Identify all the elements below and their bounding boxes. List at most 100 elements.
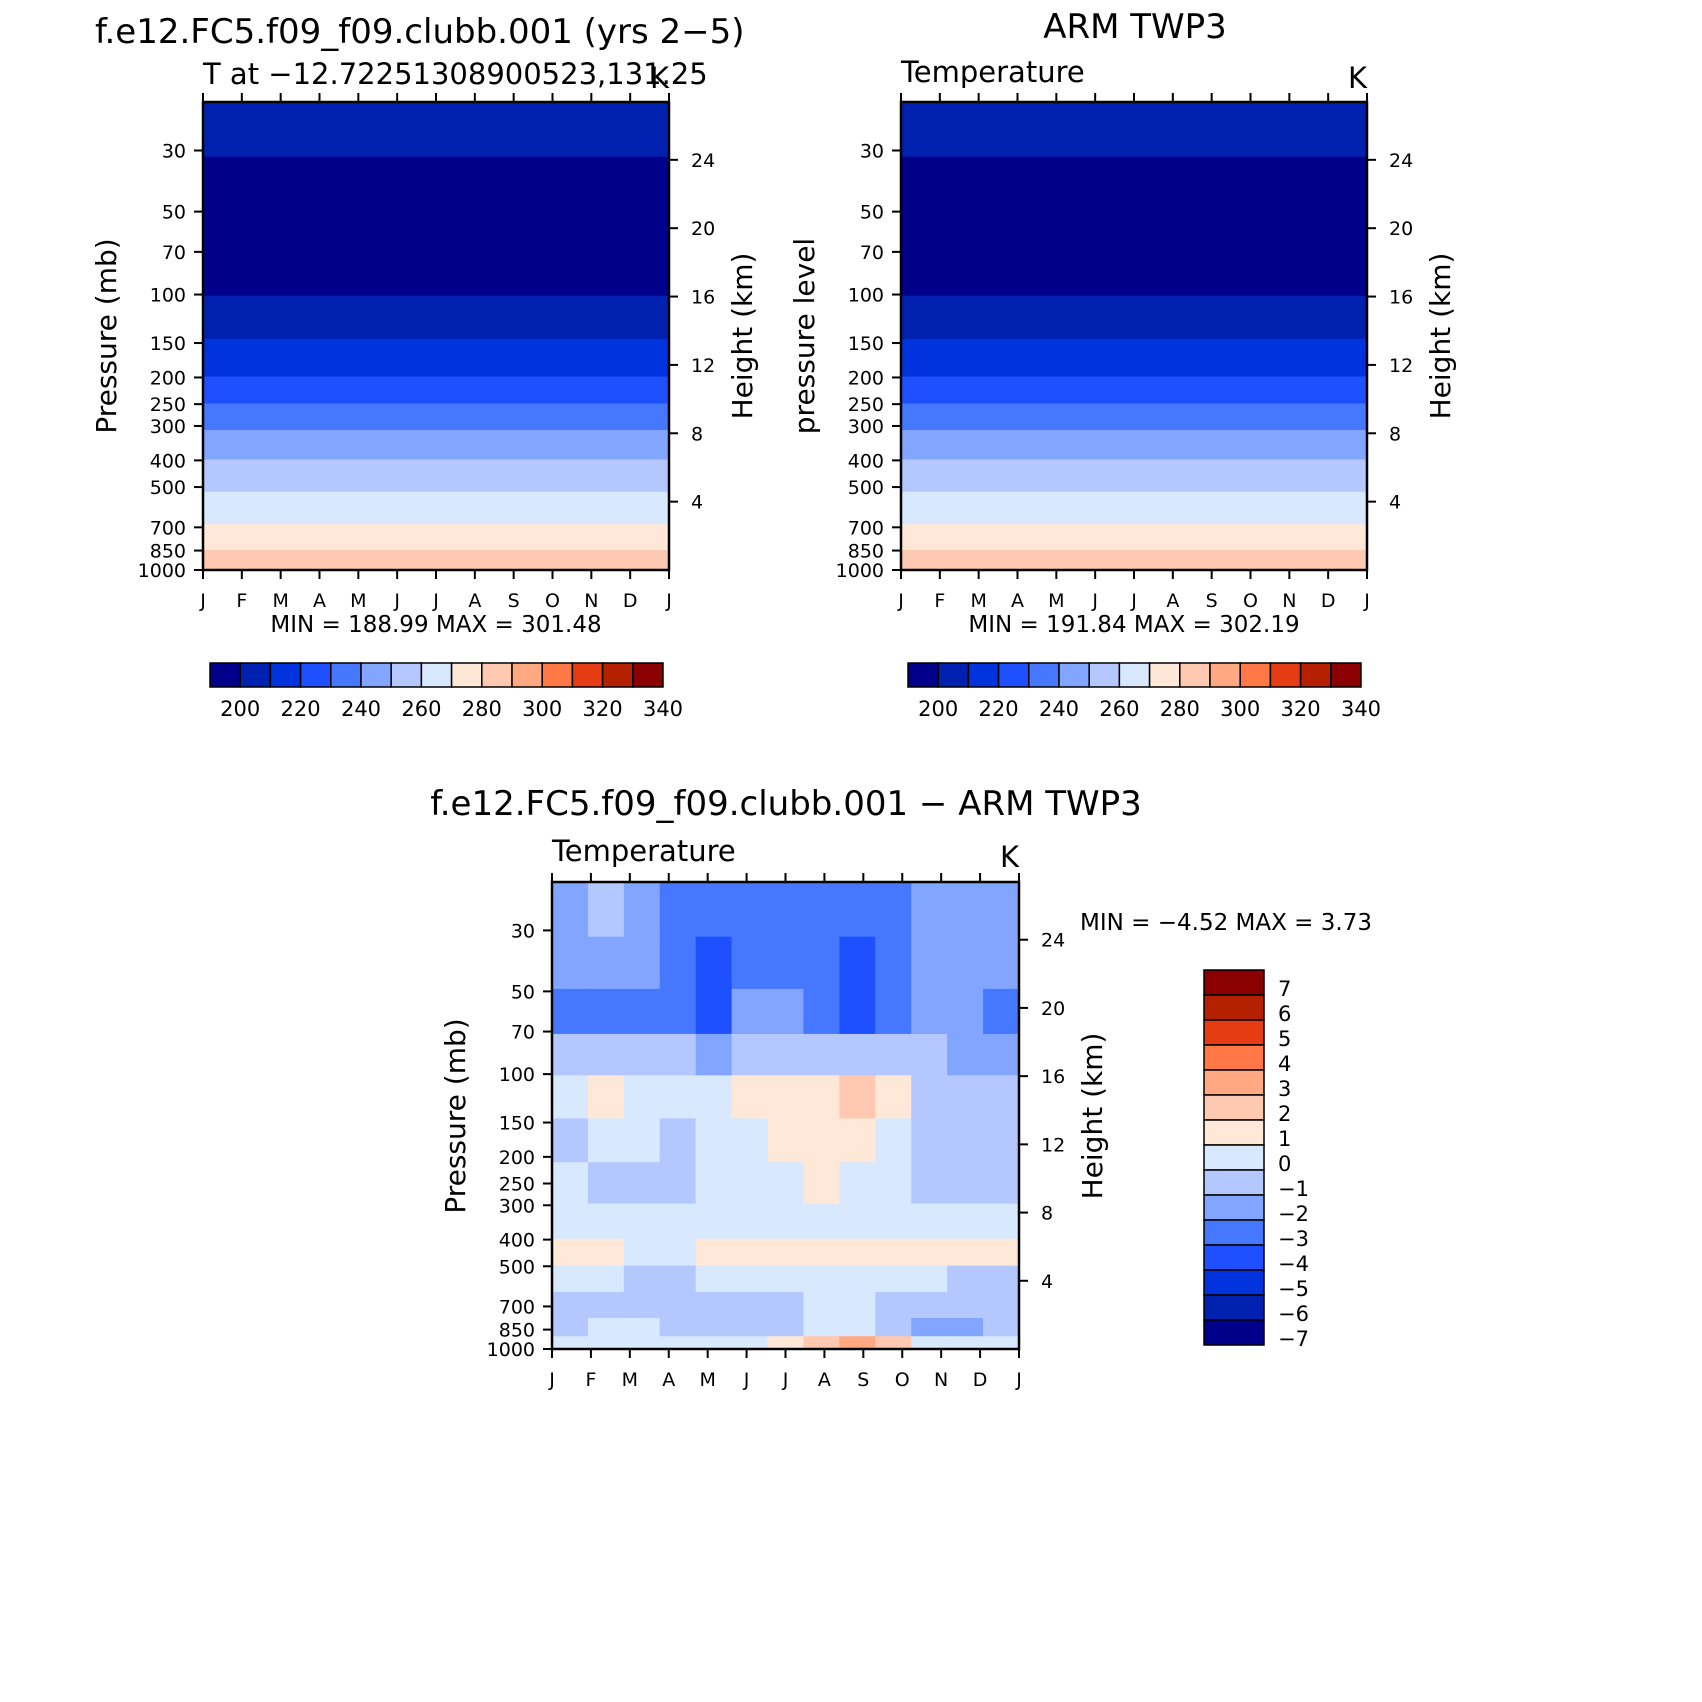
contour-cell: [983, 882, 1020, 938]
colorbar-swatch: [937, 662, 970, 688]
contour-cell: [911, 1075, 948, 1120]
contour-cell: [911, 988, 948, 1035]
contour-cell: [587, 1336, 625, 1350]
contour-cell: [731, 1238, 769, 1267]
contour-cell: [587, 1238, 625, 1267]
contour-band: [901, 295, 1367, 340]
y-tick-label: 400: [848, 450, 884, 472]
contour-cell: [803, 1075, 840, 1120]
contour-cell: [875, 1318, 912, 1337]
y-tick-label: 100: [848, 285, 884, 307]
contour-cell: [767, 1238, 805, 1267]
panel-model-units: K: [650, 61, 670, 95]
colorbar-swatch: [330, 662, 362, 688]
contour-cell: [947, 1203, 984, 1240]
contour-cell: [839, 1203, 876, 1240]
contour-cell: [983, 1033, 1020, 1076]
colorbar-label: 220: [281, 697, 321, 721]
contour-cell: [875, 1336, 912, 1350]
colorbar-swatch: [1299, 662, 1332, 688]
contour-cell: [731, 1336, 769, 1350]
contour-cell: [695, 1162, 733, 1205]
y2-tick-label: 8: [691, 423, 703, 445]
contour-cell: [587, 1203, 625, 1240]
y-tick-label: 850: [848, 541, 884, 563]
y-tick-label: 700: [150, 517, 186, 539]
contour-cell: [695, 988, 733, 1035]
contour-band: [901, 338, 1367, 378]
colorbar-label: −5: [1278, 1277, 1309, 1301]
contour-cell: [695, 1033, 733, 1076]
colorbar-label: 200: [220, 697, 260, 721]
contour-cell: [947, 1265, 984, 1293]
contour-cell: [552, 1075, 589, 1120]
y2-tick-label: 24: [691, 150, 715, 172]
colorbar-label: 3: [1278, 1077, 1291, 1101]
colorbar-swatch: [1203, 1244, 1265, 1271]
y-tick-label: 700: [499, 1296, 535, 1318]
y2-tick-label: 8: [1389, 423, 1401, 445]
contour-cell: [983, 1265, 1020, 1293]
contour-cell: [767, 1336, 805, 1350]
contour-band: [203, 102, 669, 158]
contour-cell: [659, 1033, 697, 1076]
panel-model-ylabel: Pressure (mb): [90, 238, 123, 433]
colorbar-swatch: [1203, 1169, 1265, 1196]
contour-cell: [659, 1265, 697, 1293]
y2-tick-label: 20: [691, 218, 715, 240]
contour-cell: [983, 1162, 1020, 1205]
colorbar-swatch: [1088, 662, 1121, 688]
colorbar-swatch: [511, 662, 543, 688]
contour-band: [203, 156, 669, 210]
colorbar-swatch: [1203, 1019, 1265, 1046]
colorbar-label: 300: [522, 697, 562, 721]
colorbar-label: 240: [341, 697, 381, 721]
contour-cell: [623, 882, 661, 938]
contour-cell: [803, 1265, 840, 1293]
contour-band: [901, 524, 1367, 551]
contour-cell: [623, 936, 661, 990]
contour-band: [203, 491, 669, 525]
contour-cell: [803, 1292, 840, 1319]
contour-cell: [947, 1033, 984, 1076]
contour-cell: [623, 1292, 661, 1319]
contour-cell: [767, 1318, 805, 1337]
x-tick-label: J: [897, 590, 904, 612]
contour-cell: [767, 882, 805, 938]
x-tick-label: A: [662, 1369, 675, 1391]
contour-cell: [587, 882, 625, 938]
panel-obs-title: ARM TWP3: [1043, 7, 1227, 47]
contour-cell: [947, 936, 984, 990]
colorbar-swatch: [420, 662, 453, 688]
colorbar-swatch: [1203, 1194, 1265, 1221]
contour-cell: [983, 1336, 1020, 1350]
contour-cell: [875, 1118, 912, 1163]
contour-cell: [731, 882, 769, 938]
x-tick-label: A: [1166, 590, 1179, 612]
contour-cell: [695, 1075, 733, 1120]
contour-band: [203, 254, 669, 297]
contour-cell: [587, 1292, 625, 1319]
x-tick-label: J: [393, 590, 400, 612]
y-tick-label: 200: [848, 367, 884, 389]
colorbar-label: 260: [1099, 697, 1139, 721]
colorbar-swatch: [1203, 1119, 1265, 1146]
panel-diff-units: K: [1000, 840, 1020, 874]
colorbar-swatch: [1239, 662, 1272, 688]
contour-band: [203, 376, 669, 405]
y-tick-label: 500: [499, 1256, 535, 1278]
panel-obs-colorbar: 200 220 240 260 280 300 320 340: [907, 662, 1381, 721]
y-tick-label: 100: [150, 285, 186, 307]
colorbar-swatch: [269, 662, 302, 688]
contour-cell: [731, 1265, 769, 1293]
contour-cell: [983, 988, 1020, 1035]
y-tick-label: 150: [499, 1113, 535, 1135]
colorbar-swatch: [1179, 662, 1211, 688]
contour-cell: [659, 882, 697, 938]
y2-tick-label: 24: [1389, 150, 1413, 172]
contour-cell: [623, 1118, 661, 1163]
contour-cell: [623, 1162, 661, 1205]
contour-cell: [947, 1118, 984, 1163]
